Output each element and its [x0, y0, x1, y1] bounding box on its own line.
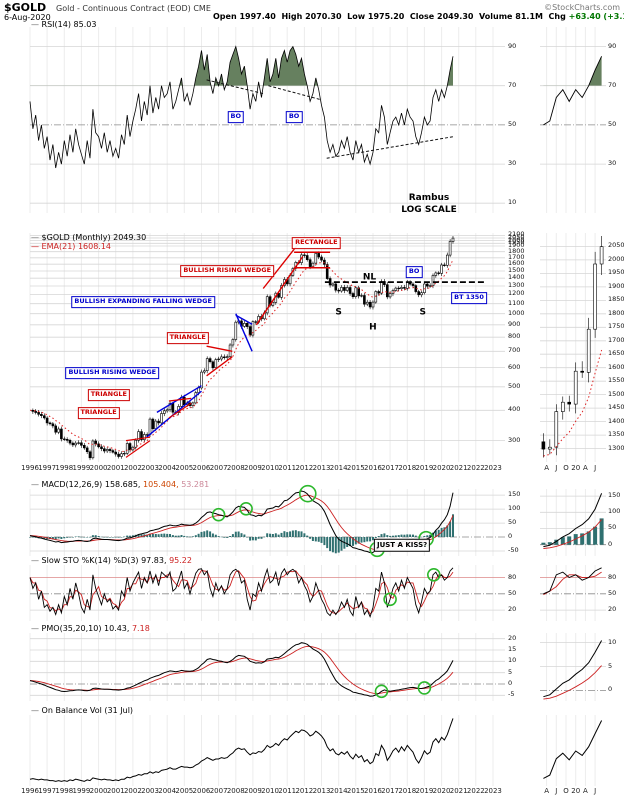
quote-value-low: 1975.20 — [367, 12, 410, 21]
quote-value-open: 1997.40 — [239, 12, 282, 21]
quote-label-high: High — [281, 12, 306, 21]
stockcharts-copyright: ©StockCharts.com — [544, 3, 620, 12]
rambus-log-scale-annotation: Rambus LOG SCALE — [393, 192, 465, 216]
quote-value-chg: +63.40 (+3.19%) — [568, 12, 624, 21]
quote-label-open: Open — [213, 12, 240, 21]
chart-title: Gold - Continuous Contract (EOD) CME — [56, 4, 211, 13]
quote-row: Open 1997.40 High 2070.30 Low 1975.20 Cl… — [213, 12, 624, 21]
quote-date: 6-Aug-2020 — [4, 13, 51, 22]
quote-label-low: Low — [347, 12, 368, 21]
quote-value-volume: 81.1M — [515, 12, 549, 21]
rambus-line1: Rambus — [408, 193, 450, 203]
quote-label-chg: Chg — [548, 12, 569, 21]
quote-value-close: 2049.30 — [437, 12, 480, 21]
rambus-line2: LOG SCALE — [401, 205, 457, 216]
quote-label-close: Close — [409, 12, 438, 21]
quote-label-volume: Volume — [479, 12, 516, 21]
quote-value-high: 2070.30 — [305, 12, 348, 21]
chart-symbol: $GOLD — [4, 1, 47, 14]
